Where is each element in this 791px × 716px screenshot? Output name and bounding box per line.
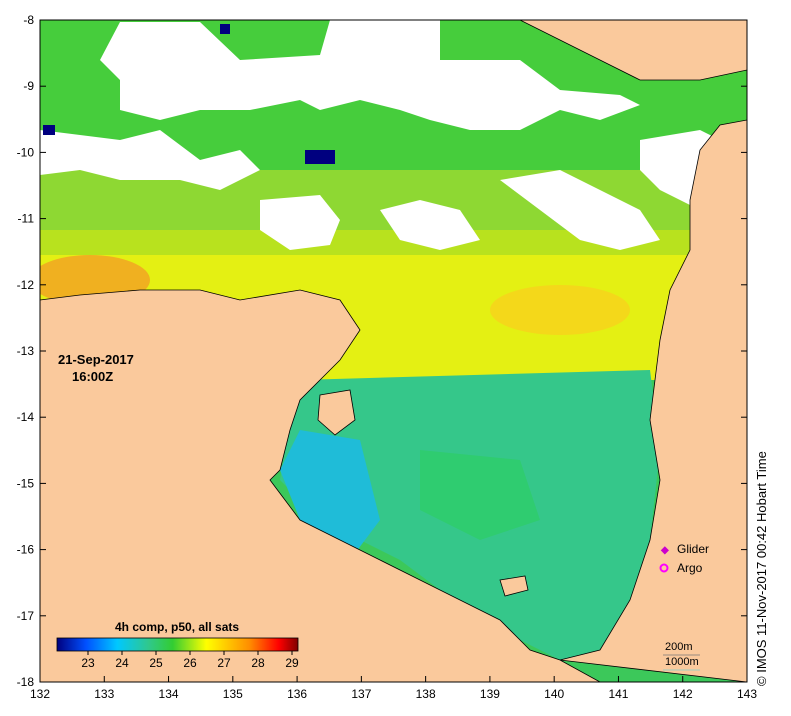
y-tick-label: -16 [17, 543, 35, 557]
y-tick-label: -11 [18, 212, 35, 226]
cape-york-peninsula [559, 119, 747, 682]
colorbar-gradient [56, 637, 299, 652]
colorbar-label: 27 [217, 656, 231, 670]
y-tick-label: -14 [17, 410, 35, 424]
arnhem-land [40, 289, 601, 682]
y-tick-label: -10 [17, 145, 35, 159]
colorbar-title: 4h comp, p50, all sats [115, 620, 239, 634]
legend: ◆ Glider Argo [659, 542, 709, 575]
y-tick-label: -18 [17, 675, 35, 689]
glider-label: Glider [677, 542, 709, 556]
y-tick-label: -15 [17, 476, 35, 490]
x-tick-label: 136 [287, 687, 307, 701]
x-tick-label: 142 [673, 687, 693, 701]
y-tick-label: -13 [17, 344, 35, 358]
colorbar-label: 23 [81, 656, 95, 670]
x-axis: 132 133 134 135 136 137 138 139 140 141 142 143 [30, 676, 757, 701]
x-tick-label: 137 [351, 687, 371, 701]
colorbar: 4h comp, p50, all sats 23 24 25 26 27 28 29 [56, 620, 299, 670]
mornington-island [499, 575, 529, 597]
map-area [40, 20, 747, 682]
land [40, 20, 747, 682]
copyright-icon: © [754, 676, 769, 686]
depth-1000-label: 1000m [665, 656, 699, 668]
time-label: 16:00Z [72, 369, 113, 384]
new-guinea [410, 20, 747, 81]
y-tick-label: -9 [23, 79, 34, 93]
y-tick-label: -8 [23, 13, 34, 27]
groote-eylandt [317, 389, 356, 436]
colorbar-label: 25 [149, 656, 163, 670]
x-tick-label: 132 [30, 687, 50, 701]
cool-patch-west [280, 430, 380, 560]
depth-200-label: 200m [665, 641, 693, 653]
colorbar-label: 26 [183, 656, 197, 670]
argo-label: Argo [677, 561, 703, 575]
y-tick-label: -17 [17, 609, 35, 623]
depth-legend: 200m 1000m [663, 641, 700, 671]
gulf-central-patch [420, 450, 540, 540]
date-label: 21-Sep-2017 [58, 352, 134, 367]
argo-marker-icon [659, 563, 669, 573]
warm-patch [490, 285, 630, 335]
x-tick-label: 139 [480, 687, 500, 701]
colorbar-label: 29 [285, 656, 299, 670]
x-tick-label: 133 [94, 687, 114, 701]
y-axis: -8 -9 -10 -11 -12 -13 -14 -15 -16 -17 -18 [17, 13, 747, 689]
colorbar-label: 24 [115, 656, 129, 670]
credit-text: IMOS 11-Nov-2017 00:42 Hobart Time [754, 451, 769, 673]
x-tick-label: 134 [159, 687, 179, 701]
y-tick-label: -12 [17, 278, 35, 292]
colorbar-label: 28 [251, 656, 265, 670]
x-tick-label: 135 [223, 687, 243, 701]
colorbar-labels: 23 24 25 26 27 28 29 [81, 651, 299, 670]
credit-label: © IMOS 11-Nov-2017 00:42 Hobart Time [754, 386, 769, 686]
x-tick-label: 143 [737, 687, 757, 701]
x-tick-label: 141 [608, 687, 628, 701]
glider-marker-icon: ◆ [660, 545, 669, 556]
x-tick-label: 138 [416, 687, 436, 701]
x-tick-label: 140 [544, 687, 564, 701]
